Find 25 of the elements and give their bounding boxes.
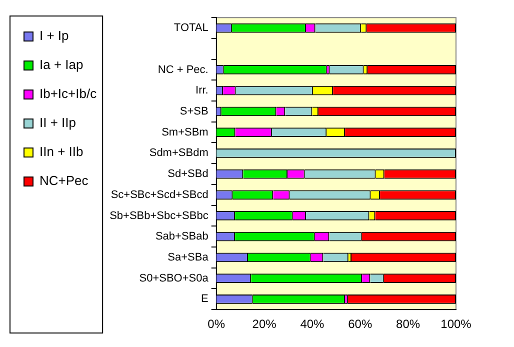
y-tick-label: E — [201, 293, 208, 306]
x-tick-label: 20% — [252, 317, 277, 332]
legend-label: Ib+Ic+Ib/c — [40, 86, 98, 102]
x-tick-label: 60% — [348, 317, 372, 332]
y-tick-label: S0+SBO+S0a — [139, 272, 210, 284]
legend-label: IIn + IIb — [40, 144, 84, 160]
y-tick-label: Sb+SBb+Sbc+SBbc — [110, 210, 209, 222]
legend-label: I + Ip — [40, 28, 69, 44]
y-tick-label: S+SB — [180, 105, 208, 118]
y-tick-label: Sd+SBd — [168, 168, 208, 180]
x-tick-label: 80% — [396, 317, 420, 332]
legend-label: Ia + Iap — [40, 57, 84, 72]
x-tick-label: 100% — [440, 317, 472, 332]
y-tick-label: Sdm+SBdm — [149, 147, 208, 160]
legend-label: II + IIp — [40, 115, 76, 130]
y-tick-label: NC + Pec. — [158, 64, 208, 76]
legend-label: NC+Pec — [40, 173, 89, 188]
y-tick-label: Sa+SBa — [168, 251, 210, 264]
x-tick-label: 0% — [208, 317, 226, 332]
y-tick-label: Sm+SBm — [162, 126, 208, 138]
y-tick-label: Irr. — [196, 84, 208, 97]
y-tick-label: Sab+SBab — [155, 230, 208, 243]
y-tick-label: TOTAL — [174, 22, 208, 34]
x-tick-label: 40% — [300, 317, 325, 332]
y-tick-label: Sc+SBc+Scd+SBcd — [110, 188, 208, 201]
